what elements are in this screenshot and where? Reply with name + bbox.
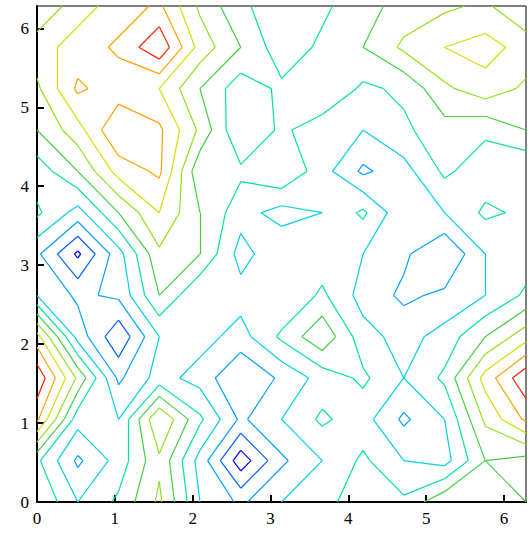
svg-text:3: 3 (266, 509, 275, 528)
svg-text:1: 1 (111, 509, 120, 528)
svg-text:4: 4 (21, 177, 30, 196)
svg-text:1: 1 (21, 414, 30, 433)
svg-text:0: 0 (21, 493, 30, 512)
svg-text:3: 3 (21, 256, 30, 275)
svg-text:6: 6 (500, 509, 509, 528)
svg-text:2: 2 (21, 335, 30, 354)
svg-text:5: 5 (422, 509, 431, 528)
svg-text:2: 2 (188, 509, 197, 528)
svg-text:6: 6 (21, 19, 30, 38)
svg-text:0: 0 (33, 509, 42, 528)
svg-text:4: 4 (344, 509, 353, 528)
svg-text:5: 5 (21, 98, 30, 117)
